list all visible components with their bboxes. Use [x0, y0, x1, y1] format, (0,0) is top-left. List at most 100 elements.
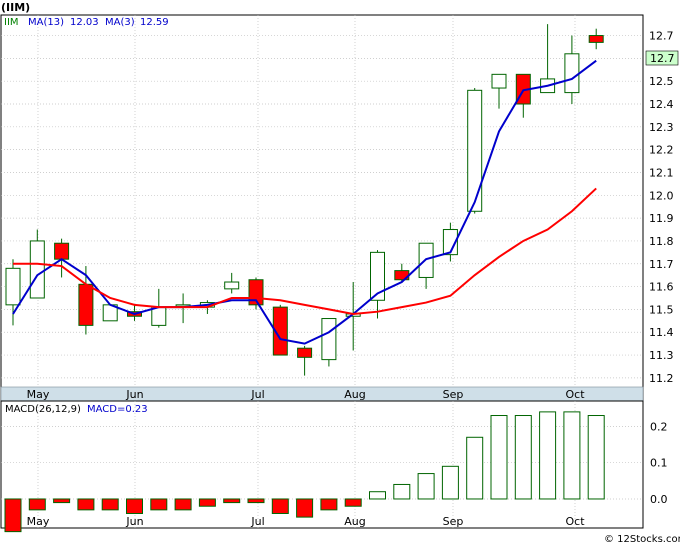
candle	[442, 222, 458, 262]
price-y-tick-label: 12.3	[649, 121, 674, 134]
legend-ma3-label: MA(3)	[105, 17, 135, 28]
macd-month-label: Aug	[344, 515, 365, 528]
price-month-label: May	[27, 388, 50, 401]
price-y-tick-label: 12.2	[649, 144, 674, 157]
candle-body	[54, 242, 70, 260]
candle	[224, 272, 240, 294]
macd-bar	[393, 483, 411, 500]
price-month-label: Aug	[344, 388, 365, 401]
candle	[272, 304, 288, 356]
macd-month-label: Sep	[443, 515, 464, 528]
macd-month-label: May	[27, 515, 50, 528]
macd-bar	[563, 411, 581, 500]
macd-bar	[198, 498, 216, 507]
moving-average-lines	[12, 59, 597, 345]
macd-bar	[53, 498, 71, 504]
last-price-badge-box	[645, 50, 679, 66]
ma3-line	[13, 187, 597, 315]
macd-y-axis-labels: 0.0 0.1 0.2	[650, 420, 668, 506]
macd-bar	[223, 498, 241, 504]
candle	[102, 304, 118, 322]
price-y-tick-label: 12.1	[649, 166, 674, 179]
candle-body	[467, 89, 483, 212]
macd-bar	[150, 498, 168, 511]
macd-legend-value: MACD=0.23	[87, 404, 148, 415]
candle-body	[588, 35, 604, 43]
price-y-tick-label: 12.5	[649, 75, 674, 88]
macd-bar	[28, 498, 46, 511]
macd-bar	[539, 411, 557, 500]
price-y-tick-label: 11.9	[649, 212, 674, 225]
legend-ma3-value: 12.59	[140, 17, 169, 28]
price-y-tick-label: 11.6	[649, 281, 674, 294]
candle-body	[5, 267, 21, 306]
macd-bar	[441, 465, 459, 500]
macd-month-labels: May Jun Jul Aug Sep Oct	[27, 515, 586, 528]
macd-y-tick-label: 0.1	[650, 457, 668, 470]
candle	[5, 259, 21, 326]
macd-bar	[490, 415, 508, 500]
legend-ma13-label: MA(13)	[28, 17, 64, 28]
candle-body	[321, 318, 337, 361]
macd-bar	[369, 491, 386, 500]
macd-bar	[101, 498, 119, 511]
candle-body	[370, 251, 385, 301]
candle	[297, 345, 313, 376]
macd-bar	[271, 498, 289, 514]
price-gridlines	[1, 15, 643, 387]
price-month-label: Jul	[250, 388, 264, 401]
price-month-label: Jun	[125, 388, 143, 401]
candle-body	[491, 73, 507, 89]
macd-bar	[344, 498, 362, 507]
macd-month-label: Jul	[250, 515, 264, 528]
candle	[370, 250, 385, 319]
macd-month-label: Jun	[125, 515, 143, 528]
macd-month-label: Oct	[565, 515, 585, 528]
candle	[248, 277, 264, 310]
macd-y-tick-label: 0.2	[650, 420, 668, 433]
candle-body	[442, 229, 458, 256]
candle-body	[78, 283, 94, 326]
candle-body	[564, 53, 580, 94]
candle	[491, 73, 507, 109]
last-price-badge-text: 12.7	[650, 52, 675, 65]
last-price-badge: 12.7	[645, 50, 679, 66]
candle-body	[151, 306, 167, 326]
ma13-line	[12, 59, 597, 345]
candle-body	[29, 240, 45, 299]
macd-bar	[296, 498, 314, 518]
macd-bar	[587, 415, 605, 500]
candle-body	[297, 347, 313, 358]
legend-ma13-value: 12.03	[70, 17, 99, 28]
price-panel: May Jun Jul Aug Sep Oct 11.2 11.3 11.4 11.5 11.6 1…	[0, 14, 679, 402]
macd-legend-label: MACD(26,12,9)	[5, 404, 81, 415]
macd-bar	[417, 473, 435, 500]
macd-bar	[126, 498, 143, 514]
price-month-labels: May Jun Jul Aug Sep Oct	[27, 388, 586, 401]
macd-bar	[514, 415, 532, 500]
price-y-tick-label: 12.4	[649, 98, 674, 111]
candle	[151, 288, 167, 328]
price-legend: IIM MA(13) 12.03 MA(3) 12.59	[4, 17, 169, 28]
macd-histogram	[4, 411, 605, 533]
macd-bar	[174, 498, 192, 511]
candle	[467, 88, 483, 214]
price-month-label: Oct	[565, 388, 585, 401]
price-y-tick-label: 12.0	[649, 189, 674, 202]
macd-bar	[466, 436, 484, 500]
macd-bar	[77, 498, 95, 511]
price-y-tick-label: 11.5	[649, 303, 674, 316]
legend-symbol: IIM	[4, 17, 19, 28]
price-time-axis-bar	[0, 386, 644, 402]
macd-bar	[4, 498, 22, 533]
price-y-tick-label: 11.4	[649, 326, 674, 339]
price-y-tick-label: 11.7	[649, 258, 674, 271]
price-y-tick-label: 11.3	[649, 349, 674, 362]
candle	[321, 318, 337, 367]
candle-body	[272, 306, 288, 356]
macd-panel: May Jun Jul Aug Sep Oct 0.0 0.1 0.2 MACD(26,12,…	[0, 400, 668, 533]
macd-bar	[320, 498, 338, 511]
macd-y-tick-label: 0.0	[650, 493, 668, 506]
